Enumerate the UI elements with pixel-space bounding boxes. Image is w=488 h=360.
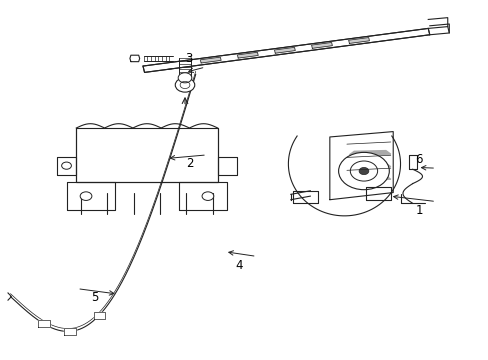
Circle shape	[202, 192, 213, 201]
Text: 6: 6	[414, 153, 422, 166]
Polygon shape	[293, 191, 317, 203]
Polygon shape	[348, 37, 368, 44]
Polygon shape	[348, 150, 390, 155]
Polygon shape	[93, 311, 105, 319]
Circle shape	[358, 167, 368, 175]
Polygon shape	[311, 42, 332, 48]
Polygon shape	[348, 176, 390, 180]
Polygon shape	[329, 132, 392, 200]
Circle shape	[338, 152, 388, 190]
Polygon shape	[237, 52, 258, 58]
Polygon shape	[408, 155, 416, 169]
Text: 3: 3	[184, 51, 192, 64]
Text: 1: 1	[414, 204, 422, 217]
Polygon shape	[57, 157, 76, 175]
Text: 4: 4	[235, 259, 243, 272]
Polygon shape	[217, 157, 237, 175]
Polygon shape	[366, 187, 390, 200]
Circle shape	[175, 78, 194, 92]
Polygon shape	[288, 136, 400, 216]
Polygon shape	[142, 28, 429, 72]
Polygon shape	[274, 48, 295, 53]
Circle shape	[178, 73, 191, 83]
Polygon shape	[66, 182, 115, 211]
Text: 2: 2	[186, 157, 193, 170]
Polygon shape	[64, 328, 76, 335]
Polygon shape	[76, 128, 217, 182]
Polygon shape	[38, 320, 50, 327]
Circle shape	[61, 162, 71, 169]
Polygon shape	[348, 163, 390, 167]
Circle shape	[80, 192, 92, 201]
Polygon shape	[178, 182, 227, 211]
Polygon shape	[200, 57, 221, 63]
Polygon shape	[130, 55, 140, 62]
Text: 5: 5	[90, 291, 98, 304]
